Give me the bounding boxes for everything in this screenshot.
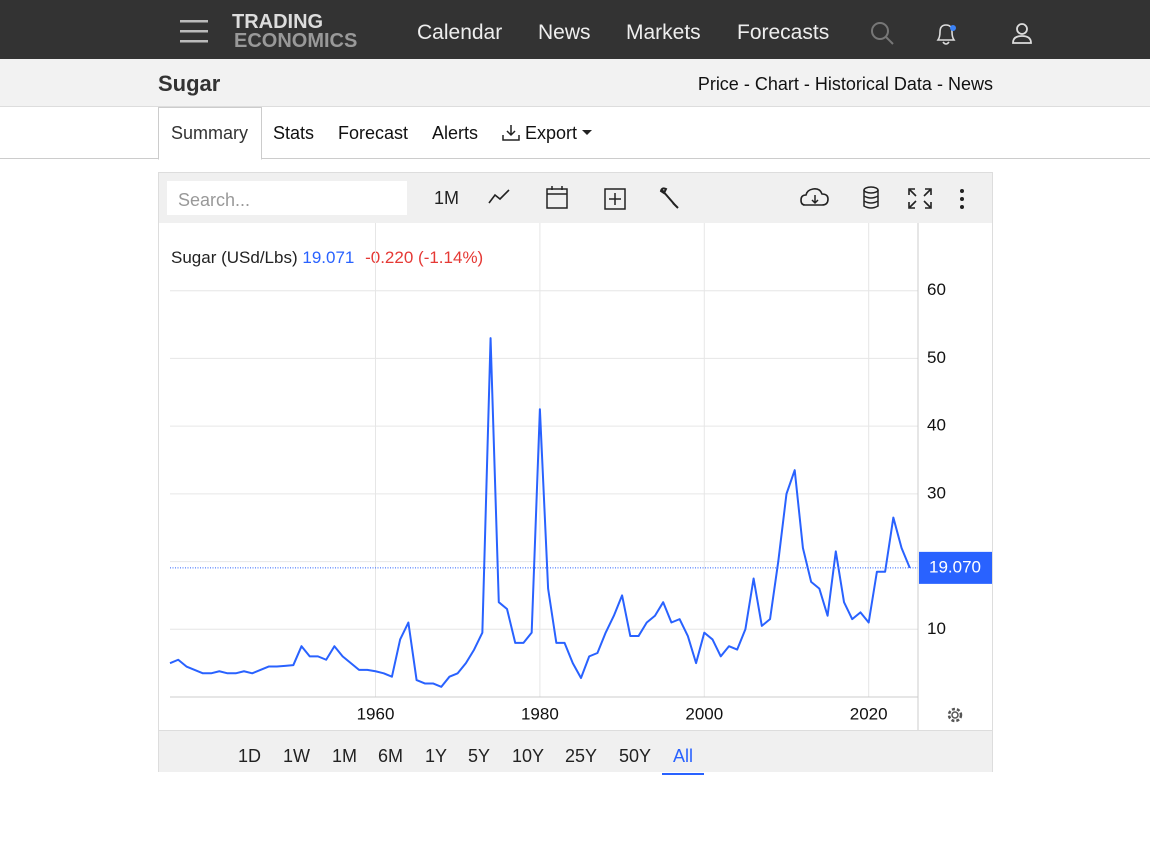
- range-button[interactable]: 1D: [238, 746, 262, 766]
- range-button[interactable]: 1Y: [425, 746, 448, 766]
- x-tick-label: 1960: [357, 704, 395, 723]
- chart-widget: Search... 1M Sugar (USd/Lbs) 19.071 -0.2…: [158, 172, 993, 775]
- nav-link[interactable]: Forecasts: [737, 21, 830, 44]
- range-button[interactable]: 1M: [332, 746, 358, 766]
- nav-link[interactable]: Markets: [626, 21, 701, 44]
- legend-change-pct: (-1.14%): [418, 248, 483, 267]
- legend: Sugar (USd/Lbs) 19.071 -0.220 (-1.14%): [171, 248, 483, 267]
- tab[interactable]: Forecast: [338, 123, 409, 143]
- sub-header: Sugar Price - Chart - Historical Data - …: [0, 59, 1150, 107]
- separator: -: [743, 74, 750, 94]
- x-tick-label: 1980: [521, 704, 559, 723]
- range-button[interactable]: 50Y: [619, 746, 652, 766]
- page-title: Sugar: [158, 71, 221, 96]
- tabs: Summary Stats Forecast Alerts Export: [0, 107, 1150, 160]
- range-button[interactable]: 10Y: [512, 746, 545, 766]
- y-tick-label: 50: [927, 348, 946, 367]
- header-link[interactable]: News: [947, 74, 993, 94]
- price-label: 19.070: [929, 557, 981, 576]
- series-line: [169, 337, 911, 688]
- tab[interactable]: Alerts: [432, 123, 479, 143]
- chart-toolbar: Search... 1M: [159, 173, 992, 223]
- range-button[interactable]: 1W: [283, 746, 310, 766]
- legend-series: Sugar (USd/Lbs): [171, 248, 298, 267]
- range-button[interactable]: 5Y: [468, 746, 491, 766]
- y-tick-label: 10: [927, 619, 946, 638]
- price-label-bg: [919, 551, 992, 584]
- header-link[interactable]: Chart: [754, 74, 799, 94]
- search-icon[interactable]: [868, 20, 896, 48]
- bell-icon[interactable]: [932, 20, 960, 48]
- caret[interactable]: [581, 129, 593, 137]
- active-tab-frame: [158, 107, 262, 160]
- header-link[interactable]: Historical Data: [814, 74, 932, 94]
- range-button[interactable]: 25Y: [565, 746, 598, 766]
- separator: -: [936, 74, 943, 94]
- legend-value: 19.071: [302, 248, 354, 267]
- y-tick-label: 60: [927, 280, 946, 299]
- range-button[interactable]: All: [662, 746, 705, 775]
- y-tick-label: 30: [927, 483, 946, 502]
- tab[interactable]: Summary: [171, 123, 249, 143]
- user-icon[interactable]: [1008, 20, 1036, 48]
- logo-top[interactable]: TRADING: [232, 11, 324, 33]
- search-box[interactable]: Search...: [167, 181, 407, 215]
- chart: Sugar (USd/Lbs) 19.071 -0.220 (-1.14%) 1…: [169, 223, 992, 730]
- tab[interactable]: Export: [525, 123, 578, 143]
- x-tick-label: 2000: [685, 704, 723, 723]
- nav-link[interactable]: Calendar: [417, 21, 503, 44]
- header-links: Price - Chart - Historical Data - News: [698, 74, 993, 95]
- y-tick-label: 40: [927, 416, 946, 435]
- download-icon[interactable]: [501, 123, 521, 143]
- nav-link[interactable]: News: [538, 21, 591, 44]
- x-tick-label: 2020: [850, 704, 888, 723]
- toolbar-icons[interactable]: [485, 185, 975, 213]
- range-bar: 1D 1W 1M 6M 1Y 5Y 10Y 25Y 50Y All: [159, 730, 992, 775]
- settings-icon[interactable]: [947, 707, 963, 723]
- menu-icon[interactable]: [178, 18, 210, 46]
- top-nav: TRADING ECONOMICS Calendar News Markets …: [0, 0, 1150, 59]
- interval[interactable]: 1M: [434, 188, 460, 208]
- tab[interactable]: Stats: [273, 123, 315, 143]
- header-link[interactable]: Price: [697, 74, 739, 94]
- legend-change: -0.220: [365, 248, 413, 267]
- search-placeholder: Search...: [178, 190, 251, 210]
- logo-bottom[interactable]: ECONOMICS: [234, 30, 358, 52]
- separator: -: [803, 74, 810, 94]
- range-button[interactable]: 6M: [378, 746, 404, 766]
